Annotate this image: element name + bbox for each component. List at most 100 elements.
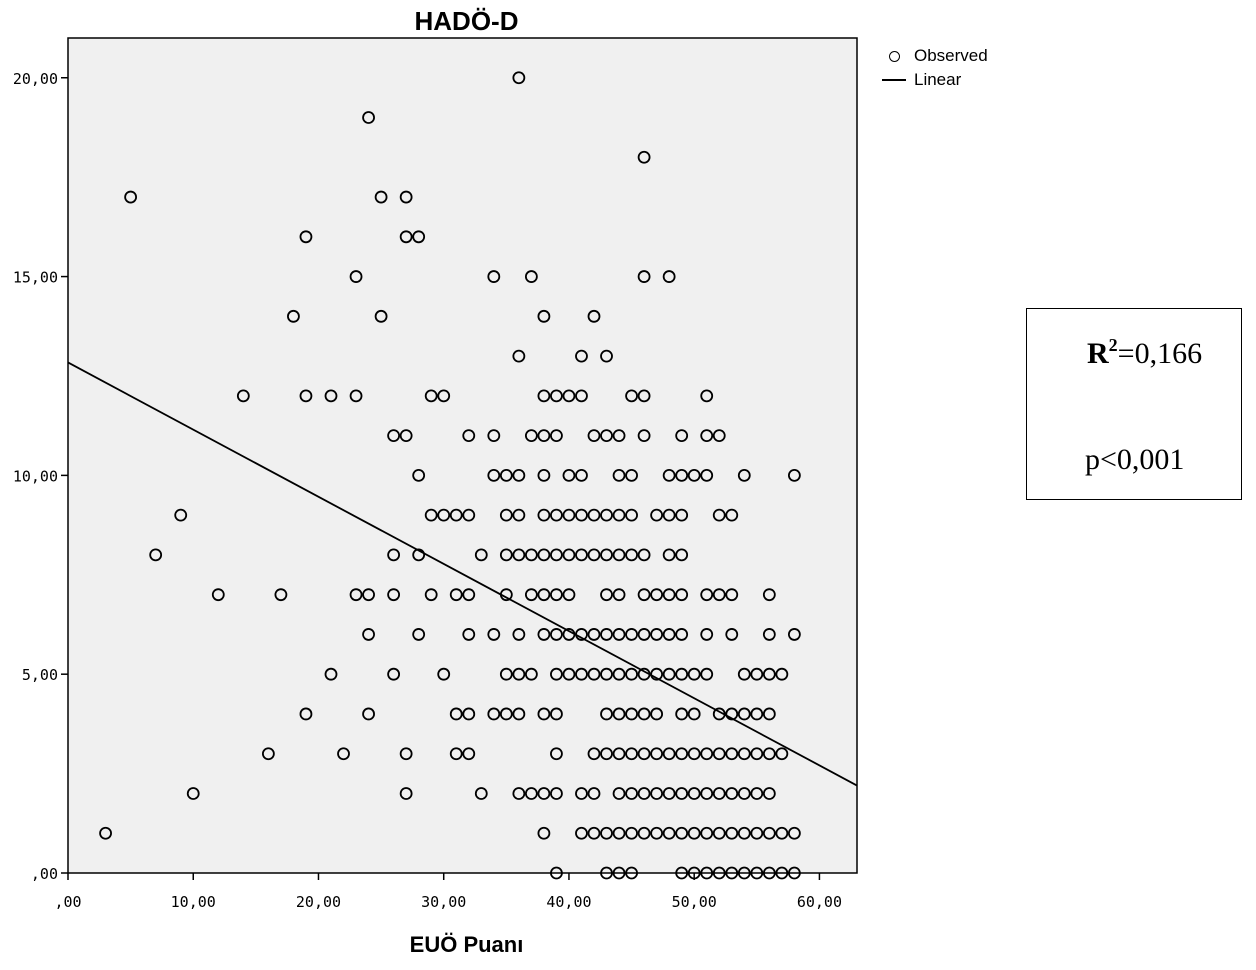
data-point	[762, 747, 776, 761]
data-point	[625, 468, 638, 482]
data-point	[399, 230, 413, 244]
data-point	[374, 190, 388, 204]
data-point	[587, 309, 601, 323]
data-point	[687, 826, 701, 840]
data-point	[600, 747, 613, 761]
data-point	[737, 468, 751, 482]
data-point	[612, 787, 626, 800]
data-point	[587, 826, 601, 840]
data-point	[637, 150, 651, 164]
data-point	[550, 429, 563, 443]
data-point	[675, 429, 689, 443]
data-point	[524, 588, 538, 602]
data-point	[324, 667, 338, 681]
data-point	[499, 548, 513, 562]
data-point	[662, 468, 676, 482]
data-point	[725, 508, 739, 522]
data-point	[762, 667, 776, 681]
data-point	[675, 548, 689, 562]
data-point	[675, 588, 689, 602]
data-point	[725, 787, 739, 800]
data-point	[587, 508, 601, 522]
legend: Observed Linear	[880, 44, 988, 92]
data-point	[612, 747, 626, 761]
data-point	[737, 826, 751, 840]
data-point	[575, 389, 588, 403]
data-point	[236, 389, 250, 403]
legend-label-linear: Linear	[914, 70, 962, 89]
data-point	[687, 667, 701, 681]
data-point	[462, 429, 476, 443]
data-point	[562, 468, 576, 482]
data-point	[637, 588, 651, 602]
data-point	[362, 628, 375, 641]
data-point	[362, 588, 375, 602]
data-point	[625, 866, 638, 880]
data-point	[512, 548, 526, 562]
data-point	[750, 866, 764, 880]
data-point	[537, 826, 551, 840]
data-point	[399, 190, 413, 204]
data-point	[437, 667, 451, 681]
circle-marker-icon	[880, 50, 908, 62]
data-point	[775, 747, 789, 761]
r-squared-superscript: 2	[1108, 335, 1118, 355]
data-point	[675, 826, 689, 840]
data-point	[487, 628, 501, 641]
x-axis-label: EUÖ Puanı	[410, 932, 524, 957]
data-point	[550, 707, 563, 721]
data-point	[487, 707, 501, 721]
data-point	[575, 826, 588, 840]
data-point	[637, 707, 651, 721]
data-point	[562, 389, 576, 403]
data-point	[349, 588, 363, 602]
data-point	[675, 787, 689, 800]
data-point	[612, 548, 626, 562]
data-point	[499, 667, 513, 681]
data-point	[600, 429, 613, 443]
data-point	[750, 707, 764, 721]
data-point	[124, 190, 138, 204]
data-point	[625, 826, 638, 840]
data-point	[174, 508, 188, 522]
data-point	[487, 429, 501, 443]
data-point	[637, 548, 651, 562]
data-point	[662, 588, 676, 602]
data-point	[600, 349, 613, 363]
data-point	[550, 866, 563, 880]
data-point	[612, 667, 626, 681]
x-tick-label: 30,00	[421, 893, 466, 911]
data-point	[700, 667, 714, 681]
data-point	[186, 787, 200, 800]
data-point	[737, 707, 751, 721]
data-point	[787, 826, 801, 840]
data-point	[349, 270, 363, 283]
data-point	[424, 508, 438, 522]
data-point	[687, 747, 701, 761]
data-point	[662, 747, 676, 761]
data-point	[662, 826, 676, 840]
data-point	[274, 588, 288, 602]
data-point	[712, 588, 726, 602]
x-tick-label: 50,00	[672, 893, 717, 911]
data-point	[537, 309, 551, 323]
data-point	[637, 389, 651, 403]
data-point	[637, 429, 651, 443]
data-point	[575, 468, 588, 482]
data-point	[499, 508, 513, 522]
data-point	[462, 588, 476, 602]
data-point	[762, 787, 776, 800]
data-point	[287, 309, 300, 323]
data-point	[725, 826, 739, 840]
data-point	[512, 508, 526, 522]
data-point	[712, 747, 726, 761]
data-point	[637, 270, 651, 283]
data-point	[449, 588, 463, 602]
data-point	[600, 548, 613, 562]
data-point	[387, 429, 401, 443]
data-point	[524, 667, 538, 681]
data-point	[587, 628, 601, 641]
data-point	[550, 588, 563, 602]
data-point	[550, 747, 563, 761]
